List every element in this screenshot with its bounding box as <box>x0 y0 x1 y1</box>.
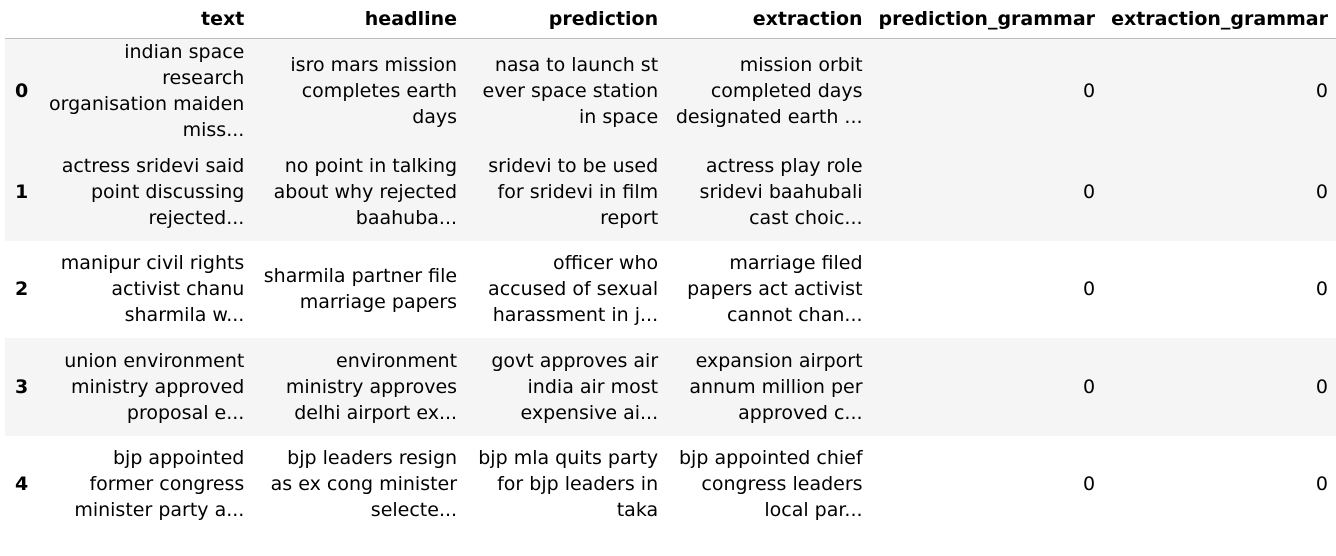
table-row: 3 union environment ministry approved pr… <box>5 338 1336 436</box>
header-text: text <box>39 0 253 39</box>
row-index: 4 <box>15 473 29 496</box>
cell-prediction: nasa to launch st ever space station in … <box>465 39 666 144</box>
header-headline: headline <box>252 0 466 39</box>
cell-extraction-grammar: 0 <box>1315 80 1328 102</box>
cell-extraction-value: bjp appointed chief congress leaders loc… <box>679 447 863 522</box>
cell-text: manipur civil rights activist chanu shar… <box>40 241 253 339</box>
header-index <box>5 0 40 39</box>
cell-prediction: sridevi to be used for sridevi in film r… <box>465 143 666 241</box>
cell-prediction-grammar: 0 <box>1082 80 1096 102</box>
cell-extraction-value: mission orbit completed days designated … <box>675 54 863 128</box>
header-row: text headline prediction extraction pred… <box>5 0 1336 39</box>
cell-prediction-value: sridevi to be used for sridevi in film r… <box>488 154 659 229</box>
header-extraction: extraction <box>666 0 871 39</box>
cell-text: actress sridevi said point discussing re… <box>40 143 253 241</box>
cell-prediction: govt approves air india air most expensi… <box>465 338 666 436</box>
cell-headline: no point in talking about why rejected b… <box>252 143 465 241</box>
cell-extraction-value: marriage filed papers act activist canno… <box>687 252 863 327</box>
row-index: 1 <box>15 180 29 203</box>
cell-headline-value: environment ministry approves delhi airp… <box>285 349 458 424</box>
cell-text-value: union environment ministry approved prop… <box>64 349 245 424</box>
row-index: 2 <box>15 278 29 301</box>
cell-text-value: indian space research organisation maide… <box>49 41 245 141</box>
cell-prediction-value: govt approves air india air most expensi… <box>491 349 659 424</box>
row-index: 0 <box>15 80 29 102</box>
table-row: 4 bjp appointed former congress minister… <box>5 436 1336 534</box>
cell-text: indian space research organisation maide… <box>40 39 253 144</box>
cell-headline-value: isro mars mission completes earth days <box>290 54 458 128</box>
cell-prediction-value: nasa to launch st ever space station in … <box>482 54 659 128</box>
header-extraction-grammar: extraction_grammar <box>1103 0 1336 39</box>
cell-extraction: bjp appointed chief congress leaders loc… <box>666 436 870 534</box>
header-prediction: prediction <box>465 0 667 39</box>
cell-headline: bjp leaders resign as ex cong minister s… <box>252 436 465 534</box>
cell-prediction-value: bjp mla quits party for bjp leaders in t… <box>478 447 659 522</box>
cell-extraction: marriage filed papers act activist canno… <box>666 241 870 339</box>
cell-extraction-value: actress play role sridevi baahubali cast… <box>699 154 863 229</box>
table-header: text headline prediction extraction pred… <box>5 0 1336 39</box>
row-index: 3 <box>15 375 29 398</box>
cell-text: bjp appointed former congress minister p… <box>40 436 253 534</box>
dataframe-table: text headline prediction extraction pred… <box>5 0 1336 533</box>
cell-headline: isro mars mission completes earth days <box>252 39 465 144</box>
cell-extraction-grammar: 0 <box>1315 180 1328 203</box>
cell-prediction-value: officer who accused of sexual harassment… <box>488 252 659 327</box>
header-prediction-grammar: prediction_grammar <box>870 0 1104 39</box>
cell-extraction-grammar: 0 <box>1315 473 1328 496</box>
cell-headline-value: no point in talking about why rejected b… <box>273 154 458 229</box>
cell-prediction-grammar: 0 <box>1082 473 1096 496</box>
cell-extraction: expansion airport annum million per appr… <box>666 338 870 436</box>
cell-extraction: actress play role sridevi baahubali cast… <box>666 143 870 241</box>
cell-extraction-grammar: 0 <box>1315 278 1328 301</box>
cell-prediction-grammar: 0 <box>1082 375 1096 398</box>
table-body: 0 indian space research organisation mai… <box>5 38 1336 534</box>
cell-headline: environment ministry approves delhi airp… <box>252 338 465 436</box>
table-row: 2 manipur civil rights activist chanu sh… <box>5 241 1336 339</box>
cell-extraction-grammar: 0 <box>1315 375 1328 398</box>
cell-text-value: manipur civil rights activist chanu shar… <box>60 252 245 327</box>
table-row: 1 actress sridevi said point discussing … <box>5 143 1336 241</box>
cell-extraction: mission orbit completed days designated … <box>666 39 870 144</box>
cell-headline-value: sharmila partner file marriage papers <box>263 265 458 314</box>
cell-text-value: actress sridevi said point discussing re… <box>61 154 245 229</box>
cell-prediction: officer who accused of sexual harassment… <box>465 241 666 339</box>
cell-prediction-grammar: 0 <box>1082 278 1096 301</box>
cell-prediction: bjp mla quits party for bjp leaders in t… <box>465 436 666 534</box>
cell-headline: sharmila partner file marriage papers <box>252 241 465 339</box>
cell-text: union environment ministry approved prop… <box>40 338 253 436</box>
table-row: 0 indian space research organisation mai… <box>5 38 1336 144</box>
cell-prediction-grammar: 0 <box>1082 180 1096 203</box>
cell-extraction-value: expansion airport annum million per appr… <box>689 349 863 424</box>
cell-headline-value: bjp leaders resign as ex cong minister s… <box>270 447 458 522</box>
cell-text-value: bjp appointed former congress minister p… <box>74 447 245 522</box>
